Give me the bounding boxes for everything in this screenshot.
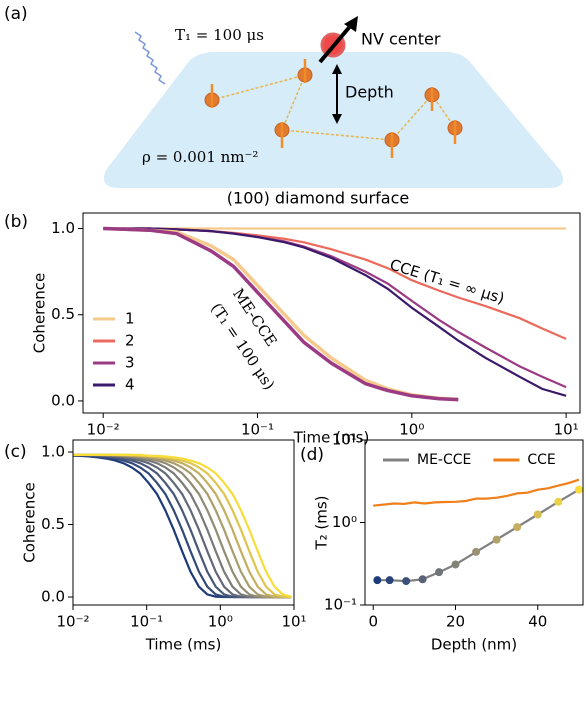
nv-spin-arrow bbox=[318, 22, 354, 64]
x-axis-title: Depth (nm) bbox=[431, 636, 517, 654]
depth-arrow-head bbox=[332, 64, 342, 74]
x-tick-label: 10⁻² bbox=[56, 613, 89, 631]
y-tick-label: 0.5 bbox=[51, 305, 75, 323]
panel-label: (a) bbox=[4, 4, 28, 24]
legend-label: 3 bbox=[125, 354, 135, 372]
x-tick-label: 0 bbox=[368, 613, 378, 631]
series-line bbox=[103, 226, 459, 402]
x-axis-title: Time (ms) bbox=[145, 636, 222, 654]
point bbox=[492, 535, 501, 544]
point bbox=[472, 547, 481, 556]
point bbox=[574, 485, 583, 494]
series-line bbox=[73, 453, 292, 598]
panel-label: (d) bbox=[300, 445, 324, 465]
point bbox=[513, 523, 522, 532]
point bbox=[385, 576, 394, 585]
legend-label: 1 bbox=[125, 310, 135, 328]
y-tick-label: 1.0 bbox=[41, 443, 65, 461]
y-tick-label: 10¹ bbox=[332, 431, 357, 449]
series-line bbox=[73, 453, 292, 599]
panel-a: (a) T₁ = 100 μs NV center Depth ρ = 0.00… bbox=[4, 4, 564, 208]
series-line bbox=[73, 453, 292, 599]
depth-arrow-head bbox=[332, 114, 342, 124]
panel-label: (c) bbox=[4, 442, 27, 462]
panel: (c) 10⁻² 10⁻¹ 10⁰ 10¹ 0.0 0.5 1.0 Time (ms) Coher… bbox=[4, 439, 307, 654]
series-line bbox=[73, 453, 292, 599]
series-line bbox=[103, 227, 567, 340]
series-line bbox=[73, 453, 292, 599]
panel: (d) 0 20 40 10⁻¹ 10⁰ 10¹ Depth (nm) T₂ (ms) ME-CC… bbox=[300, 431, 584, 654]
spin-arrows bbox=[210, 59, 457, 158]
x-tick-label: 10⁻¹ bbox=[130, 613, 163, 631]
x-tick-label: 10⁻¹ bbox=[241, 421, 274, 439]
y-axis-title: T₂ (ms) bbox=[313, 495, 331, 550]
density-label: ρ = 0.001 nm⁻² bbox=[142, 148, 258, 166]
depth-label: Depth bbox=[345, 83, 394, 102]
legend-label: CCE bbox=[527, 452, 555, 468]
y-tick-label: 0.5 bbox=[41, 515, 65, 533]
panel-label: (b) bbox=[4, 212, 28, 232]
series-line bbox=[73, 454, 292, 599]
nv-label: NV center bbox=[361, 30, 441, 49]
point bbox=[373, 576, 382, 585]
axes-frame bbox=[72, 439, 295, 606]
axes-frame bbox=[364, 439, 584, 606]
y-tick-label: 0.0 bbox=[51, 391, 75, 409]
series-line bbox=[73, 453, 292, 599]
y-tick-label: 10⁰ bbox=[332, 513, 357, 531]
panel: (b) 10⁻² 10⁻¹ 10⁰ 10¹ 0.0 0.5 1.0 Time (ms) Coher… bbox=[4, 212, 581, 447]
x-tick-label: 10⁰ bbox=[399, 421, 424, 439]
x-tick-label: 10⁻² bbox=[87, 421, 120, 439]
series-line bbox=[73, 453, 292, 599]
x-tick-label: 10¹ bbox=[281, 613, 306, 631]
nv-arrow-head bbox=[344, 16, 358, 32]
x-tick-label: 20 bbox=[446, 613, 465, 631]
series-line bbox=[73, 453, 292, 599]
photon bbox=[134, 31, 166, 85]
t1-label: T₁ = 100 μs bbox=[175, 26, 264, 44]
surface-label: (100) diamond surface bbox=[227, 189, 409, 208]
point bbox=[451, 560, 460, 569]
y-axis-title: Coherence bbox=[31, 273, 49, 353]
annotation: CCE (T₁ = ∞ μs) bbox=[388, 256, 507, 308]
point bbox=[402, 577, 411, 586]
series-line bbox=[373, 478, 580, 507]
legend-label: 2 bbox=[125, 332, 135, 350]
x-tick-label: 40 bbox=[528, 613, 547, 631]
spin-coupling bbox=[211, 73, 456, 141]
x-axis-title: Time (ms) bbox=[293, 429, 370, 447]
point bbox=[533, 510, 542, 519]
legend-label: ME-CCE bbox=[417, 452, 471, 468]
series-line bbox=[103, 227, 567, 397]
y-tick-label: 1.0 bbox=[51, 219, 75, 237]
series-line bbox=[103, 226, 459, 401]
y-tick-label: 0.0 bbox=[41, 588, 65, 606]
x-tick-label: 10⁰ bbox=[208, 613, 233, 631]
axes-frame bbox=[82, 212, 581, 414]
legend-label: 4 bbox=[125, 376, 135, 394]
series-line bbox=[73, 453, 292, 599]
y-tick-label: 10⁻¹ bbox=[324, 596, 357, 614]
y-axis-title: Coherence bbox=[21, 482, 39, 562]
diamond-surface bbox=[103, 52, 564, 188]
point bbox=[418, 575, 427, 584]
point bbox=[435, 568, 444, 577]
x-tick-label: 10¹ bbox=[554, 421, 579, 439]
point bbox=[554, 497, 563, 506]
